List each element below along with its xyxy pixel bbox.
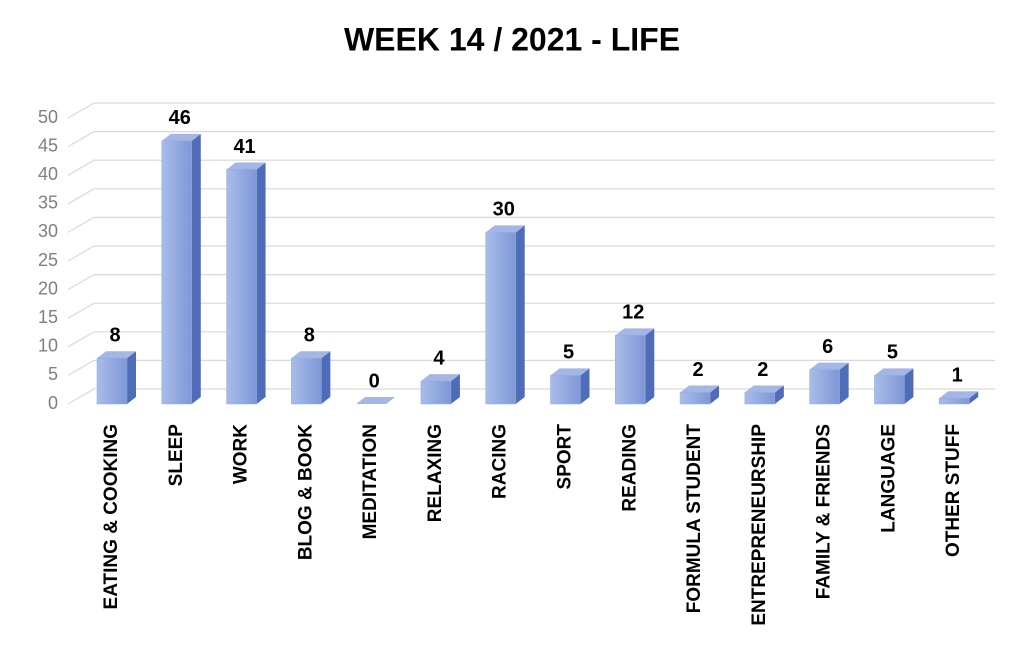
bar-side	[127, 351, 136, 404]
bar-side	[450, 374, 460, 404]
bar	[679, 392, 711, 405]
bar-top	[809, 362, 849, 370]
bar-top	[356, 397, 396, 404]
bar-top	[615, 328, 655, 336]
bar-side	[645, 328, 655, 404]
value-label: 5	[563, 342, 574, 364]
x-tick-label: BLOG & BOOK	[295, 424, 316, 560]
bar-top	[97, 351, 136, 359]
value-label: 41	[233, 136, 255, 158]
bar-side	[710, 385, 720, 404]
value-label: 5	[887, 342, 898, 364]
bar	[550, 375, 581, 405]
bar	[485, 232, 516, 405]
bar-top	[420, 374, 460, 382]
x-tick-label: RELAXING	[425, 424, 446, 522]
grid-line	[67, 388, 995, 405]
bar-side	[839, 362, 849, 404]
bar-side	[774, 385, 784, 404]
value-label: 8	[304, 325, 315, 347]
bar	[291, 357, 322, 405]
bar-top	[939, 391, 979, 399]
value-label: 8	[109, 325, 120, 347]
value-label: 2	[757, 359, 768, 381]
bar-side	[904, 368, 914, 404]
value-label: 6	[822, 336, 833, 358]
grid-line	[67, 102, 995, 119]
value-label: 12	[622, 302, 644, 324]
bar-top	[161, 133, 201, 141]
chart-title: WEEK 14 / 2021 - LIFE	[344, 21, 680, 57]
x-tick-label: READING	[619, 424, 640, 512]
grid-line	[67, 302, 995, 319]
y-tick-label: 40	[38, 164, 58, 184]
x-tick-label: WORK	[231, 424, 252, 484]
x-tick-label: MEDITATION	[360, 424, 381, 539]
bar	[96, 357, 128, 405]
grid-line	[67, 131, 995, 148]
y-tick-label: 5	[48, 364, 58, 384]
x-tick-label: OTHER STUFF	[943, 424, 964, 557]
grid-line	[67, 216, 995, 233]
bar-side	[969, 391, 979, 404]
bar	[615, 335, 646, 405]
value-label: 0	[369, 370, 380, 392]
y-tick-label: 35	[38, 193, 58, 213]
grid-line	[67, 188, 995, 205]
bar-side	[256, 162, 266, 404]
bar-side	[515, 225, 525, 404]
bar-top	[874, 368, 914, 376]
bar-top	[680, 385, 720, 393]
x-tick-label: EATING & COOKING	[101, 424, 122, 609]
grid-line	[67, 159, 995, 176]
bar-side	[321, 351, 331, 404]
y-tick-label: 25	[38, 250, 58, 270]
value-label: 2	[693, 359, 704, 381]
value-label: 1	[952, 365, 963, 387]
grid-line	[67, 359, 995, 376]
bar-top	[744, 385, 784, 393]
x-tick-label: SPORT	[555, 424, 576, 490]
x-tick-label: RACING	[490, 424, 511, 499]
bar	[744, 392, 776, 405]
x-tick-label: ENTREPRENEURSHIP	[749, 424, 770, 626]
value-label: 4	[433, 347, 445, 369]
bar	[226, 169, 257, 405]
grid-line	[67, 245, 995, 262]
bar	[938, 398, 970, 405]
bar-top	[485, 225, 525, 233]
bar-top	[226, 162, 266, 170]
y-tick-label: 10	[38, 336, 58, 356]
value-label: 46	[169, 107, 191, 129]
bar	[161, 140, 193, 405]
grid-line	[67, 331, 995, 348]
x-tick-label: FORMULA STUDENT	[684, 424, 705, 614]
x-tick-label: SLEEP	[166, 424, 187, 487]
bar-top	[550, 368, 590, 376]
bar-side	[191, 133, 201, 404]
y-tick-label: 0	[48, 393, 58, 413]
bar-side	[580, 368, 590, 404]
bar	[874, 375, 905, 405]
value-label: 30	[493, 199, 515, 221]
grid-line	[67, 274, 995, 291]
x-tick-label: LANGUAGE	[878, 424, 899, 533]
y-tick-label: 20	[38, 278, 58, 298]
y-tick-label: 15	[38, 307, 58, 327]
bar-top	[291, 351, 331, 359]
x-tick-label: FAMILY & FRIENDS	[814, 424, 835, 599]
y-tick-label: 45	[38, 135, 58, 155]
y-tick-label: 30	[38, 221, 58, 241]
bar	[809, 369, 840, 405]
bar	[420, 380, 452, 405]
y-tick-label: 50	[38, 107, 58, 127]
